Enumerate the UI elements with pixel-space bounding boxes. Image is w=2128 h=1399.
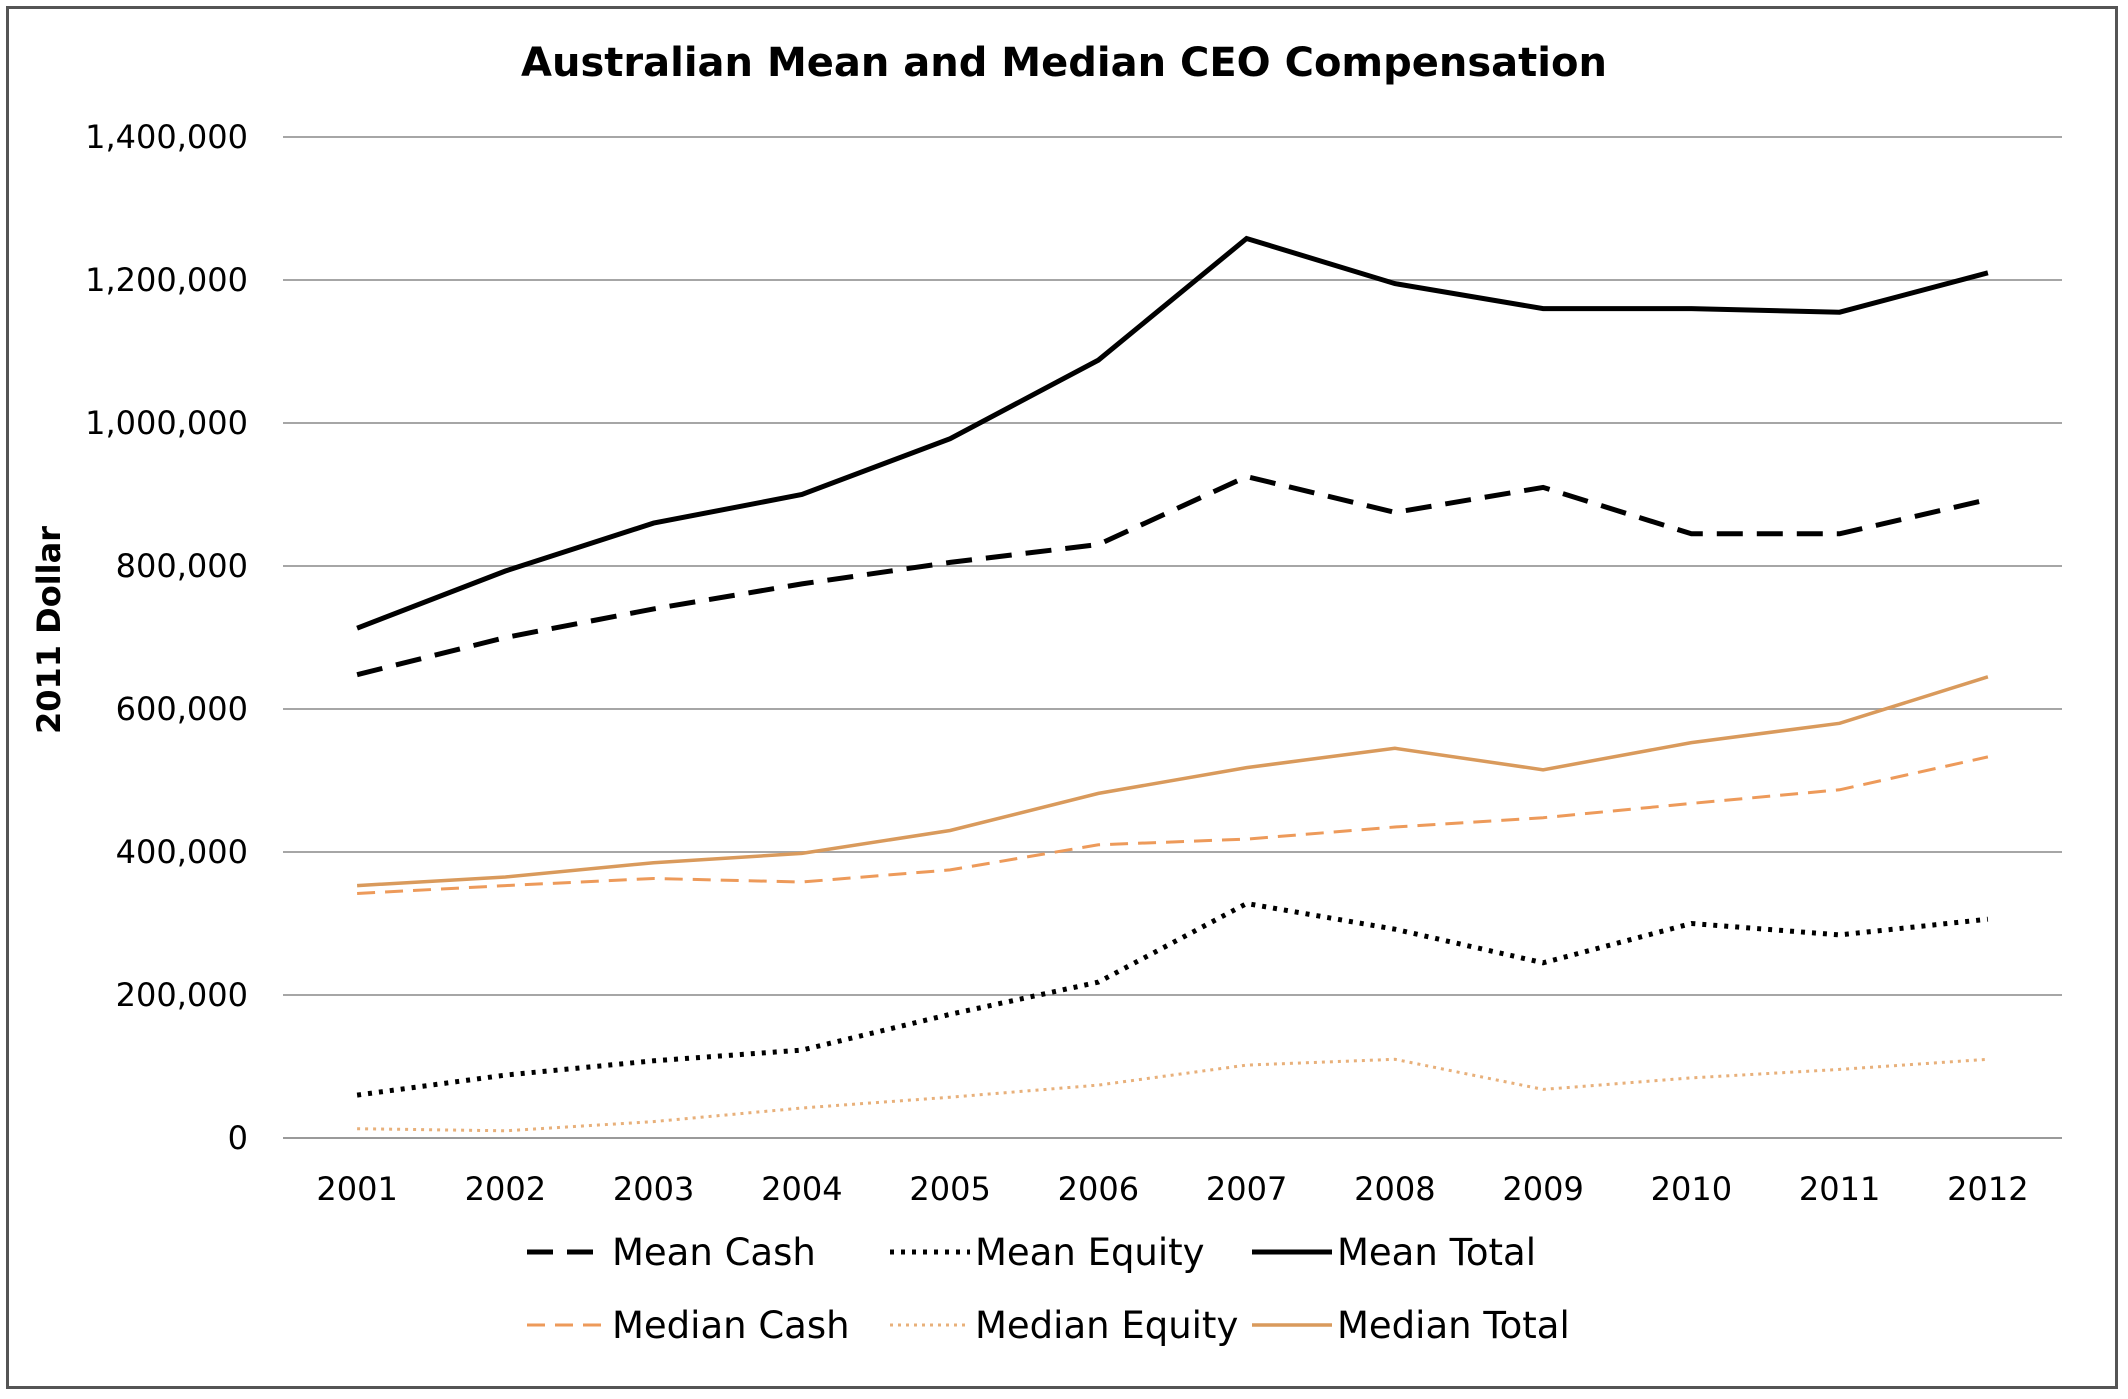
legend-label: Median Cash <box>612 1304 850 1347</box>
chart-frame <box>6 6 2118 1389</box>
y-tick-label: 0 <box>228 1119 248 1157</box>
y-tick-label: 800,000 <box>116 547 248 585</box>
y-tick-label: 400,000 <box>116 833 248 871</box>
series-line-mean-total <box>356 235 1989 631</box>
legend: Mean Cash Mean Equity Mean Total Median Cas… <box>527 1231 1570 1347</box>
x-tick-label: 2011 <box>1799 1170 1880 1208</box>
x-tick-label: 2007 <box>1206 1170 1287 1208</box>
y-tick-label: 200,000 <box>116 976 248 1014</box>
y-tick-label: 1,200,000 <box>85 261 248 299</box>
gridlines <box>283 136 2062 1139</box>
series-line-median-cash <box>357 755 1989 895</box>
series-line-median-equity <box>357 1057 1989 1133</box>
y-tick-label: 600,000 <box>116 690 248 728</box>
legend-label: Mean Total <box>1337 1231 1536 1274</box>
x-tick-label: 2012 <box>1947 1170 2028 1208</box>
y-axis-label: 2011 Dollar <box>30 526 68 734</box>
x-tick-label: 2009 <box>1502 1170 1583 1208</box>
chart-title: Australian Mean and Median CEO Compensat… <box>521 40 1607 86</box>
x-axis-ticks: 2001 2002 2003 2004 2005 2006 2007 2008 2009 2010… <box>316 1170 2028 1208</box>
x-tick-label: 2010 <box>1651 1170 1732 1208</box>
legend-label: Median Total <box>1337 1304 1570 1347</box>
x-tick-label: 2005 <box>909 1170 990 1208</box>
x-tick-label: 2002 <box>465 1170 546 1208</box>
series-line-median-total <box>356 675 1989 888</box>
legend-label: Mean Cash <box>612 1231 816 1274</box>
x-tick-label: 2001 <box>316 1170 397 1208</box>
x-tick-label: 2004 <box>761 1170 842 1208</box>
series-line-mean-equity <box>356 900 1989 1098</box>
series-line-mean-cash <box>356 473 1989 678</box>
legend-label: Mean Equity <box>975 1231 1205 1274</box>
x-tick-label: 2006 <box>1058 1170 1139 1208</box>
y-tick-label: 1,000,000 <box>85 404 248 442</box>
x-tick-label: 2003 <box>613 1170 694 1208</box>
y-axis-ticks: 0 200,000 400,000 600,000 800,000 1,000,000 1,… <box>85 118 248 1157</box>
legend-label: Median Equity <box>975 1304 1238 1347</box>
x-tick-label: 2008 <box>1354 1170 1435 1208</box>
y-tick-label: 1,400,000 <box>85 118 248 156</box>
series-lines <box>356 235 1989 1133</box>
